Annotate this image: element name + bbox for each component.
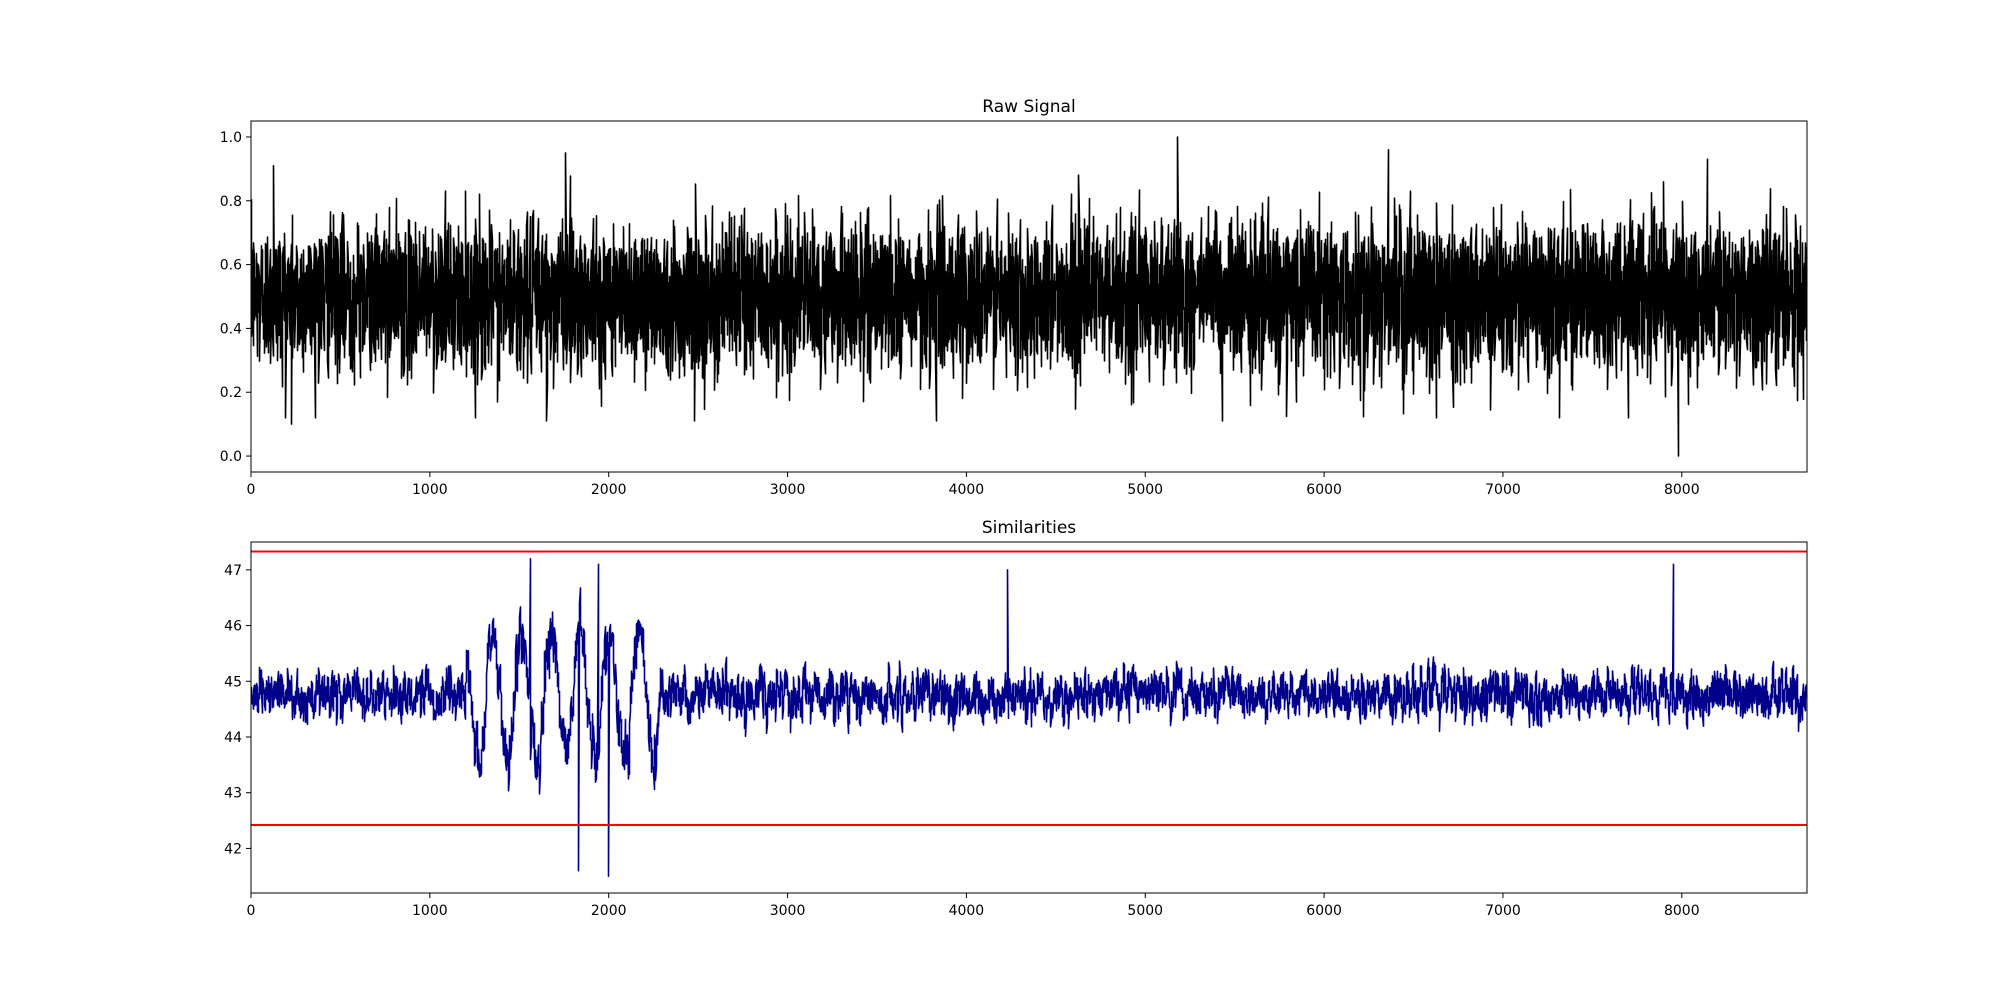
similarities-x-tick-label: 5000 [1127,903,1163,919]
raw-signal-y-tick-label: 0.4 [220,321,242,337]
raw-signal-y-tick-label: 0.0 [220,449,242,465]
similarities-title: Similarities [982,518,1076,538]
similarities-panel: Similarities 0 1000 2000 3000 4000 5000 6000 70… [224,518,1808,919]
similarities-x-axis: 0 1000 2000 3000 4000 5000 6000 7000 8000 [247,893,1700,919]
raw-signal-x-tick-label: 5000 [1127,482,1163,498]
raw-signal-y-tick-label: 0.2 [220,385,242,401]
similarities-x-tick-label: 3000 [770,903,806,919]
similarities-axes-frame [250,541,1808,894]
raw-signal-y-tick-label: 0.6 [220,258,242,274]
raw-signal-x-tick-label: 4000 [949,482,985,498]
similarities-x-tick-label: 8000 [1664,903,1700,919]
similarities-y-tick-label: 44 [224,730,242,746]
raw-signal-x-tick-label: 6000 [1306,482,1342,498]
raw-signal-series-group [250,136,1808,457]
similarities-x-tick-label: 4000 [949,903,985,919]
similarities-y-tick-label: 42 [224,841,242,857]
raw-signal-axes-frame [250,120,1808,473]
raw-signal-y-tick-label: 0.8 [220,194,242,210]
raw-signal-title: Raw Signal [982,97,1075,117]
raw-signal-x-axis: 0 1000 2000 3000 4000 5000 6000 7000 8000 [247,472,1700,498]
similarities-x-tick-label: 7000 [1485,903,1521,919]
similarities-x-tick-label: 1000 [412,903,448,919]
similarities-series-group [250,557,1808,878]
similarities-x-tick-label: 2000 [591,903,627,919]
similarities-x-tick-label: 6000 [1306,903,1342,919]
similarities-threshold-lines [251,550,1807,827]
similarities-y-axis: 42 43 44 45 46 47 [224,563,251,857]
similarities-x-tick-label: 0 [247,903,256,919]
raw-signal-series-line [250,136,1808,457]
similarities-series-line [250,557,1808,878]
raw-signal-panel: Raw Signal 0 1000 2000 3000 4000 5000 6000 7000… [220,97,1808,498]
similarities-y-tick-label: 45 [224,674,242,690]
raw-signal-x-tick-label: 1000 [412,482,448,498]
raw-signal-x-tick-label: 8000 [1664,482,1700,498]
raw-signal-x-tick-label: 0 [247,482,256,498]
similarities-y-tick-label: 46 [224,619,242,635]
raw-signal-x-tick-label: 7000 [1485,482,1521,498]
raw-signal-x-tick-label: 3000 [770,482,806,498]
similarities-y-tick-label: 43 [224,786,242,802]
similarities-y-tick-label: 47 [224,563,242,579]
raw-signal-x-tick-label: 2000 [591,482,627,498]
raw-signal-y-axis: 0.0 0.2 0.4 0.6 0.8 1.0 [220,130,251,465]
raw-signal-y-tick-label: 1.0 [220,130,242,146]
